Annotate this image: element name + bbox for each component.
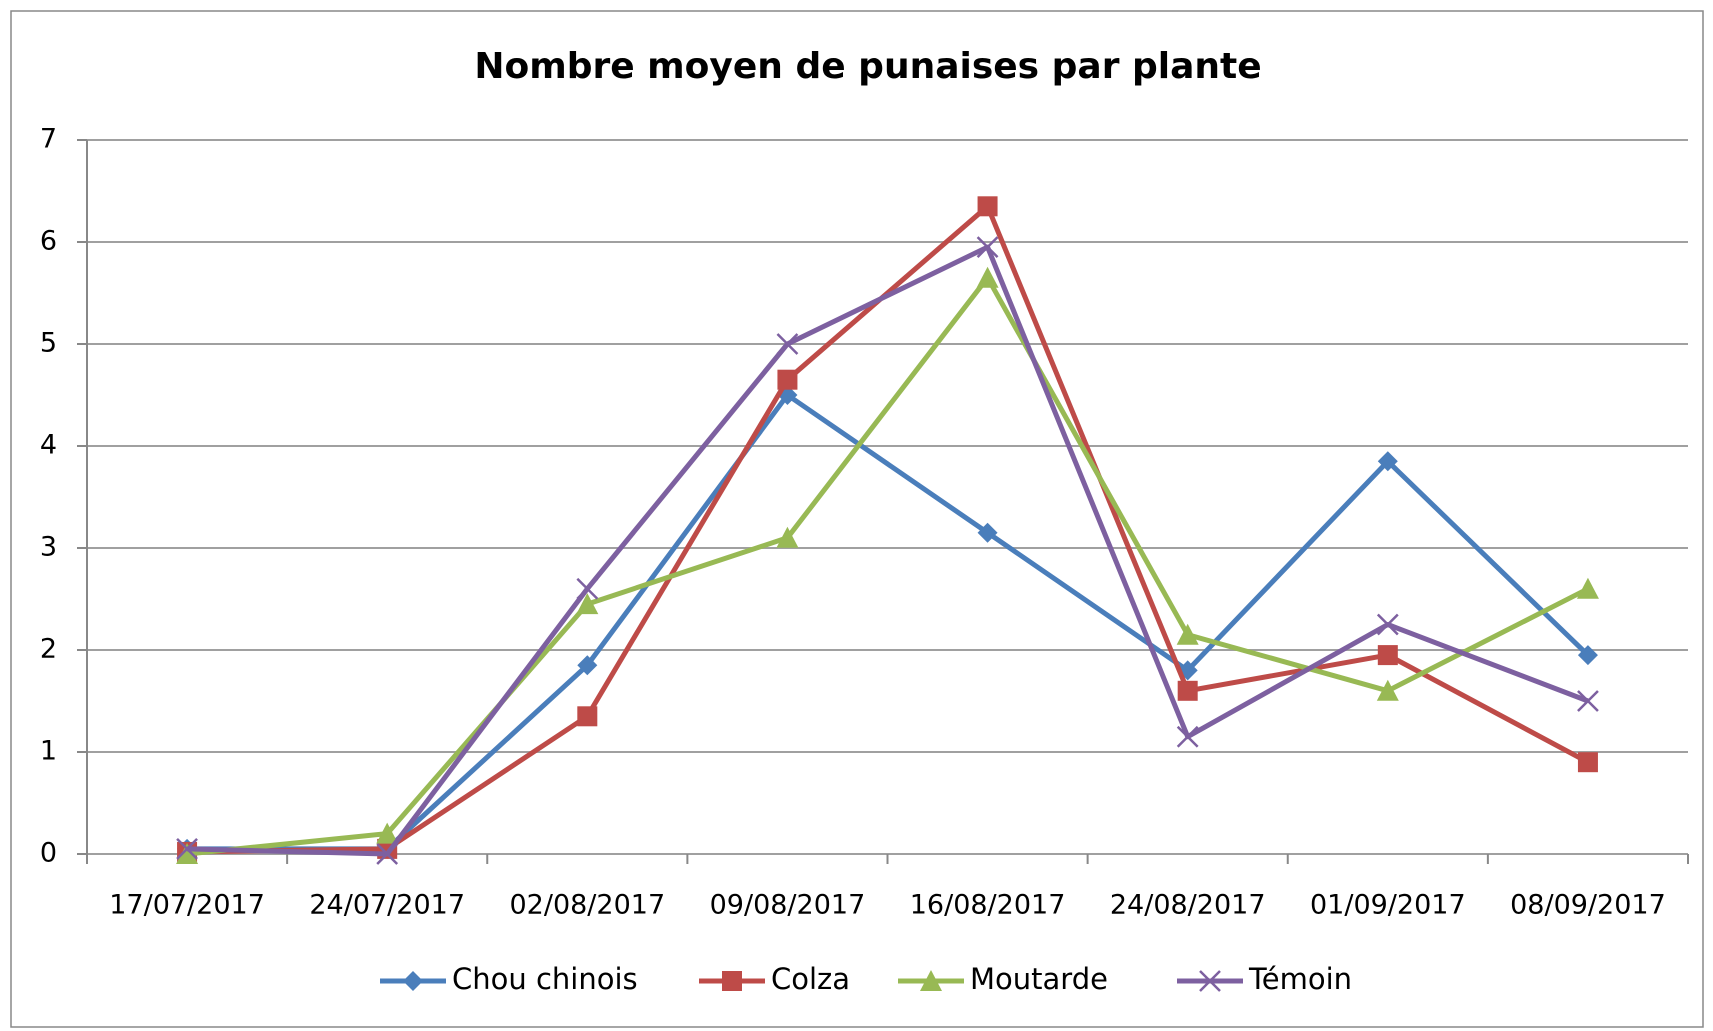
data-point [1176,623,1199,645]
y-tick-label: 5 [40,328,57,359]
series-line [186,244,1589,857]
legend-label: Colza [771,962,850,996]
legend-label: Moutarde [970,962,1108,996]
legend-marker [722,971,742,991]
x-tick-label: 01/09/2017 [1310,890,1466,921]
data-point [376,843,399,865]
data-point [576,593,599,615]
legend-marker [920,970,942,991]
y-tick-label: 0 [40,838,57,869]
data-point [576,577,599,600]
legend-marker [1199,970,1221,992]
data-point [577,706,598,727]
x-tick-label: 08/09/2017 [1510,890,1666,921]
legend-label: Chou chinois [452,962,638,996]
data-point [1377,451,1398,472]
legend-marker [403,971,423,991]
data-point [376,822,399,844]
data-point [976,236,999,258]
data-point [1577,752,1598,773]
data-point [977,522,998,543]
x-tick-label: 17/07/2017 [109,890,265,921]
data-point [1376,613,1399,636]
data-point [977,196,998,217]
x-tick-label: 16/08/2017 [910,890,1066,921]
y-tick-label: 1 [40,736,57,767]
data-point [1176,725,1199,748]
legend-label: Témoin [1248,962,1352,996]
y-tick-label: 6 [40,226,57,257]
data-point [176,838,198,860]
data-point [1377,645,1398,666]
data-point [776,526,799,548]
y-tick-label: 2 [40,634,57,665]
y-tick-label: 4 [40,430,57,461]
series-line [187,392,1590,852]
chart-title: Nombre moyen de punaises par plante [474,46,1261,87]
data-point [1177,680,1198,701]
x-tick-label: 24/08/2017 [1110,890,1266,921]
chart-frame [10,10,1704,1028]
data-point [1577,645,1598,666]
data-point [1376,679,1399,701]
data-point [777,369,798,390]
x-tick-label: 02/08/2017 [510,890,666,921]
data-point [176,843,199,864]
data-point [1577,690,1599,712]
series-line [186,275,1590,857]
x-tick-label: 09/08/2017 [710,890,866,921]
data-point [776,333,799,355]
y-tick-label: 7 [40,124,57,155]
data-point [1576,577,1599,599]
data-point [577,655,598,676]
data-point [976,266,999,288]
x-tick-label: 24/07/2017 [309,890,465,921]
y-tick-label: 3 [40,532,57,563]
